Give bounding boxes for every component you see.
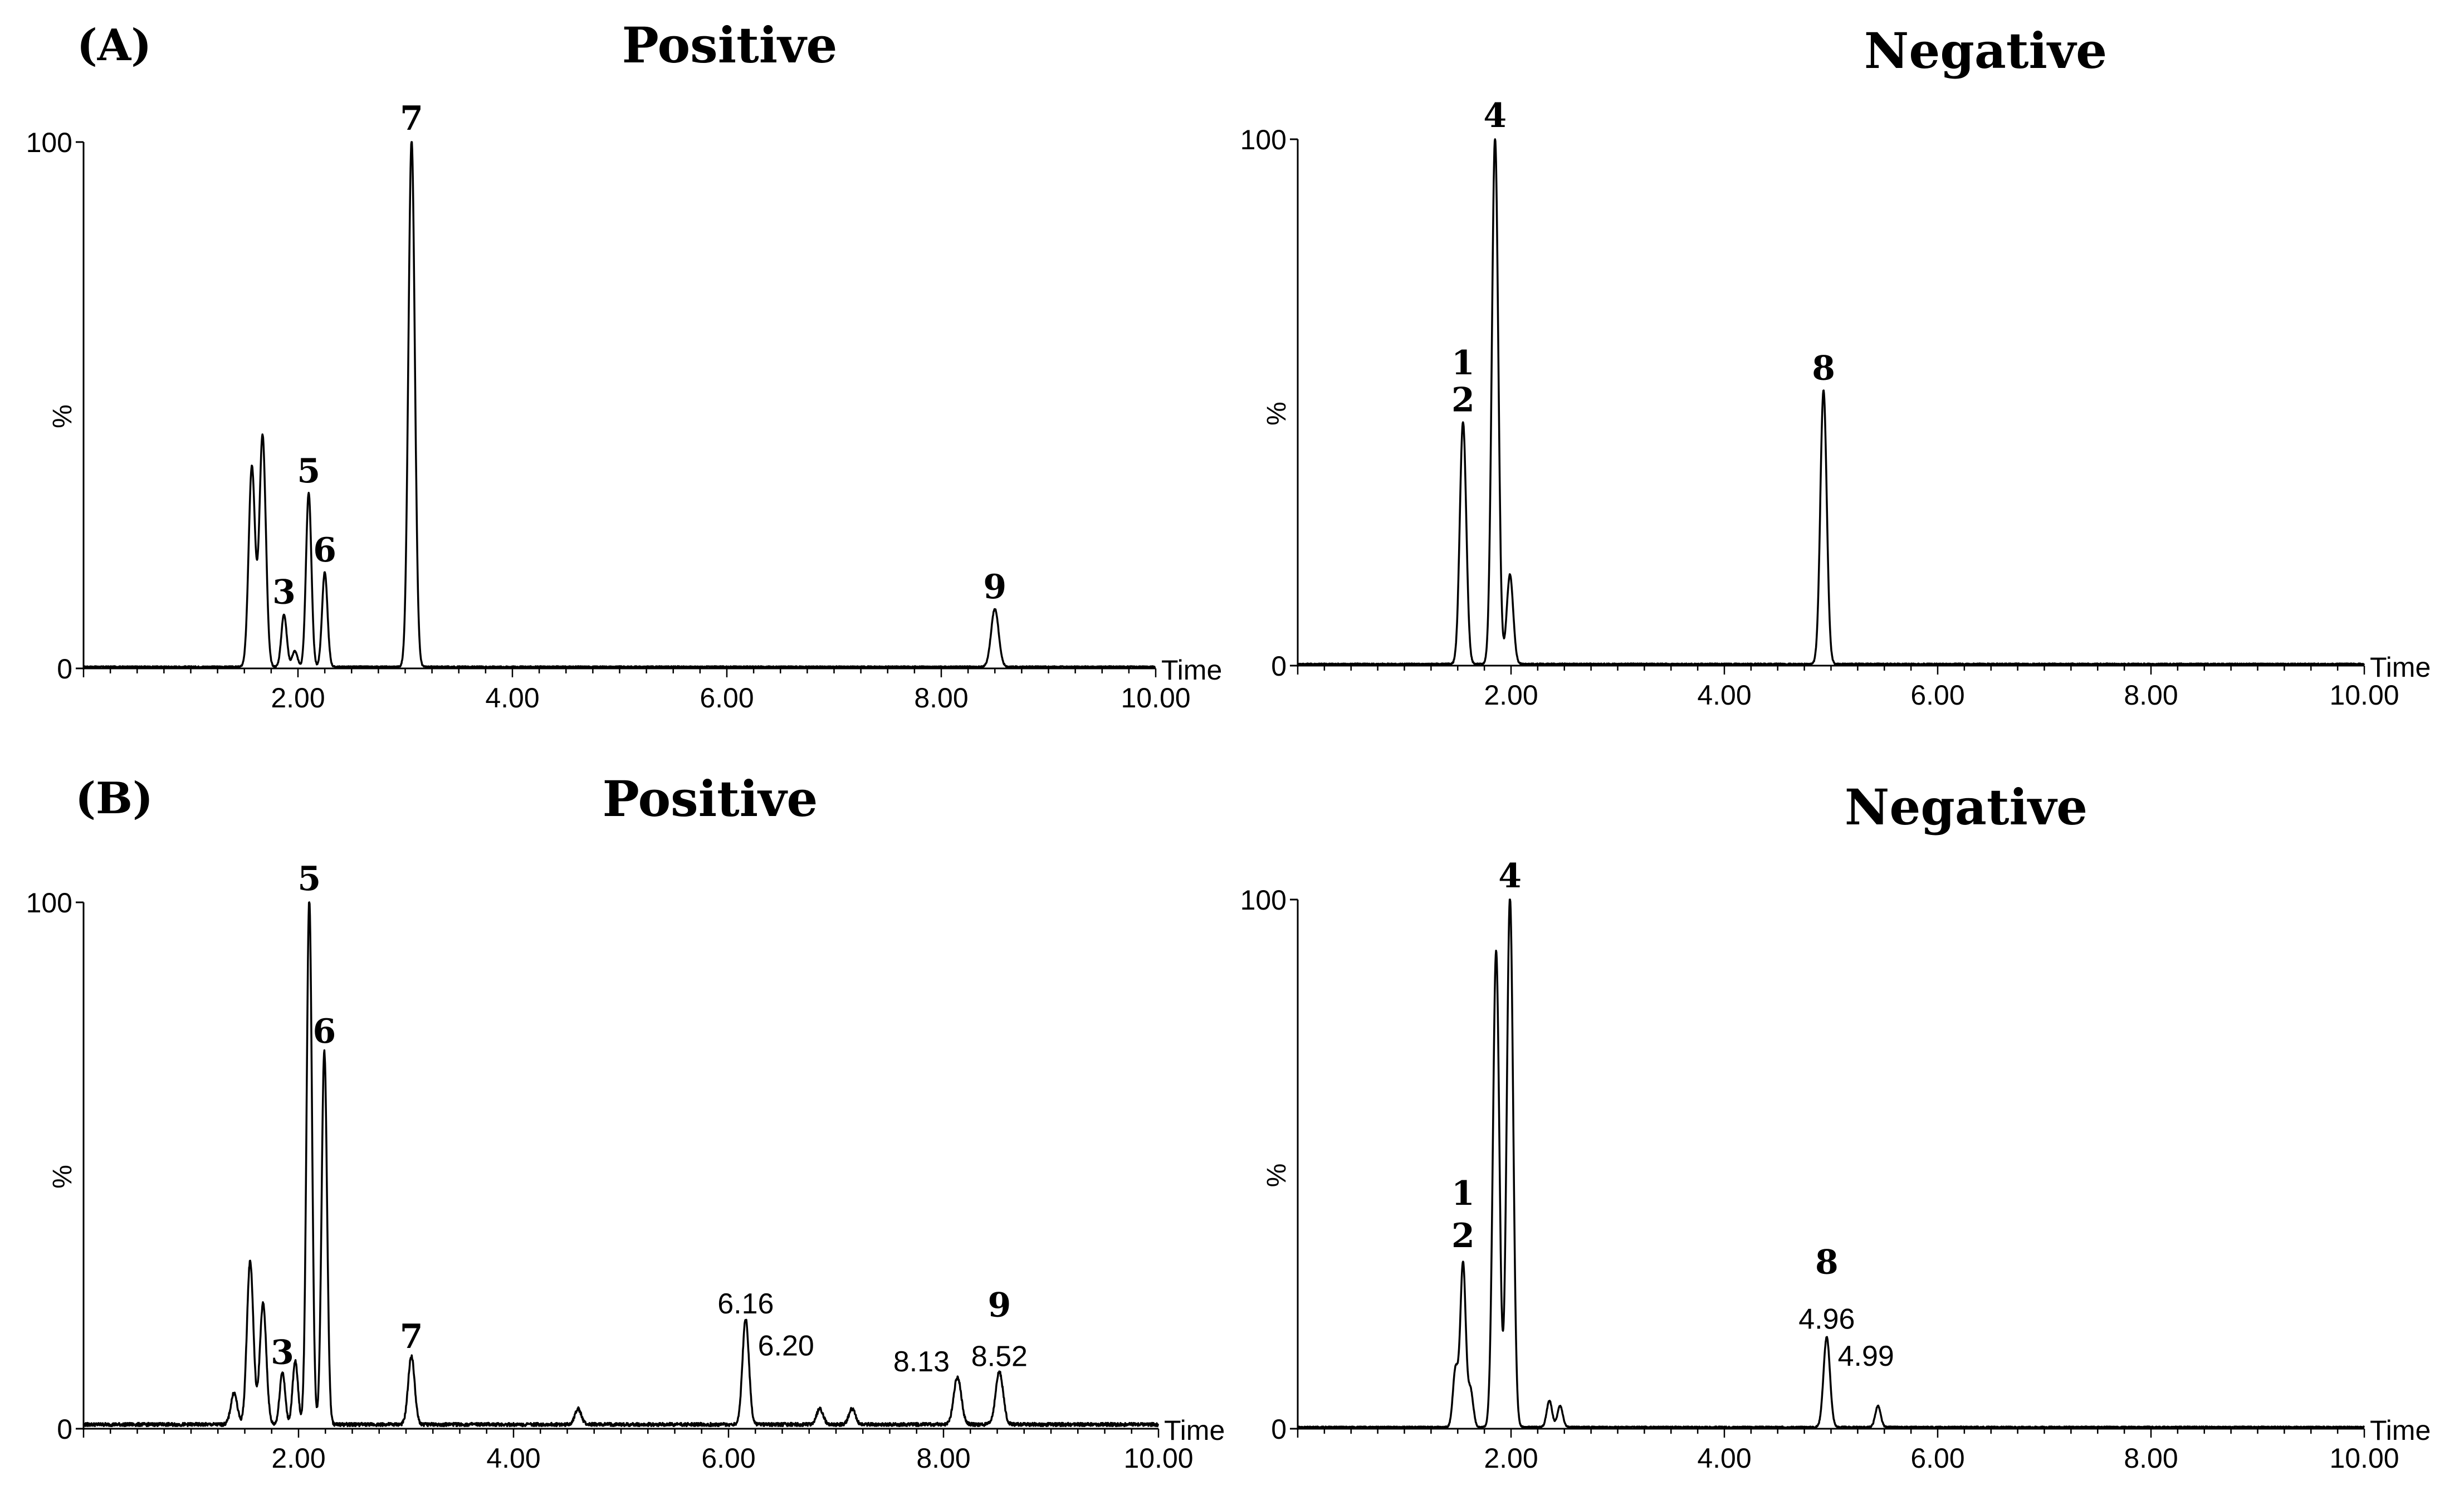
x-tick-label: 6.00 (700, 682, 754, 714)
peak-number-label: 9 (983, 568, 1006, 607)
x-tick-label: 2.00 (271, 1443, 325, 1474)
x-tick-label: 10.00 (1121, 682, 1190, 714)
x-tick-label: 4.00 (485, 682, 539, 714)
peak-number-label: 7 (400, 1317, 423, 1356)
retention-time-label: 8.13 (893, 1346, 950, 1378)
x-tick-label: 8.00 (916, 1443, 970, 1474)
panel-label: (A) (77, 20, 151, 71)
peak-number-label: 6 (312, 1012, 336, 1051)
peak-number-label: 5 (297, 452, 320, 491)
x-tick-label: 6.00 (1910, 680, 1964, 711)
y-tick-label: 0 (1271, 1414, 1287, 1445)
retention-time-label: 4.99 (1838, 1340, 1894, 1372)
y-axis-label: % (1262, 1164, 1292, 1188)
y-axis-label: % (48, 404, 77, 428)
retention-time-label: 6.16 (717, 1288, 774, 1320)
y-tick-label: 0 (57, 1414, 72, 1445)
x-tick-label: 6.00 (1910, 1443, 1964, 1474)
x-axis-label: Time (2370, 1415, 2431, 1446)
chart-title: Positive (603, 770, 818, 828)
peak-number-label: 2 (1451, 1216, 1475, 1255)
y-tick-label: 0 (1271, 651, 1287, 682)
chart-title: Negative (1864, 22, 2107, 80)
y-tick-label: 100 (1240, 124, 1287, 155)
x-axis-label: Time (1164, 1415, 1225, 1446)
series-line (1297, 138, 2365, 666)
peak-number-label: 8 (1815, 1243, 1839, 1282)
peak-number-label: 4 (1483, 96, 1507, 135)
x-tick-label: 6.00 (701, 1443, 755, 1474)
peak-number-label: 3 (272, 573, 296, 612)
panel-label: (B) (75, 773, 153, 824)
chart-title: Positive (622, 16, 838, 74)
x-tick-label: 4.00 (1697, 680, 1751, 711)
retention-time-label: 8.52 (971, 1341, 1028, 1373)
x-tick-label: 2.00 (271, 682, 325, 714)
x-tick-label: 2.00 (1484, 1443, 1538, 1474)
x-tick-label: 2.00 (1484, 680, 1538, 711)
series-line (82, 901, 1160, 1428)
retention-time-label: 4.96 (1798, 1303, 1855, 1336)
peak-number-label: 6 (313, 531, 336, 570)
x-tick-label: 10.00 (2329, 680, 2399, 711)
x-axis-label: Time (1161, 654, 1222, 686)
peak-number-label: 1 (1451, 1174, 1475, 1213)
x-tick-label: 8.00 (914, 682, 968, 714)
y-axis-label: % (1262, 402, 1292, 426)
y-axis-label: % (48, 1165, 77, 1189)
series-line (82, 141, 1156, 669)
peak-number-label: 4 (1498, 857, 1522, 896)
y-tick-label: 0 (57, 653, 72, 685)
x-tick-label: 10.00 (1123, 1443, 1193, 1474)
peak-number-label: 9 (987, 1286, 1011, 1325)
peak-number-label: 5 (297, 859, 321, 898)
x-axis-label: Time (2370, 652, 2431, 683)
x-tick-label: 4.00 (486, 1443, 540, 1474)
retention-time-label: 6.20 (758, 1330, 814, 1362)
x-tick-label: 10.00 (2329, 1443, 2399, 1474)
peak-number-label: 2 (1451, 380, 1475, 419)
x-tick-label: 8.00 (2124, 1443, 2178, 1474)
peak-number-label: 1 (1451, 344, 1475, 383)
series-line (1297, 898, 2365, 1429)
y-tick-label: 100 (1240, 885, 1287, 916)
peak-number-label: 3 (271, 1333, 294, 1372)
chart-title: Negative (1845, 778, 2087, 836)
y-tick-label: 100 (26, 887, 72, 919)
x-tick-label: 4.00 (1697, 1443, 1751, 1474)
x-tick-label: 8.00 (2124, 680, 2178, 711)
y-tick-label: 100 (26, 127, 72, 158)
peak-number-label: 7 (400, 99, 423, 138)
peak-number-label: 8 (1812, 349, 1835, 388)
